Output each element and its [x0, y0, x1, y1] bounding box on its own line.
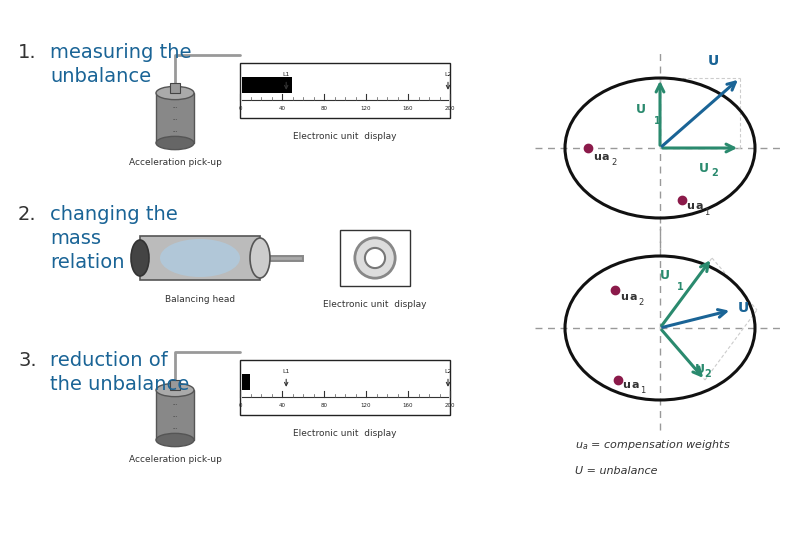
Text: Electronic unit  display: Electronic unit display: [294, 132, 397, 141]
Text: U: U: [660, 269, 670, 282]
Ellipse shape: [131, 240, 149, 276]
Text: 200: 200: [445, 403, 455, 408]
Text: a: a: [629, 292, 637, 302]
Text: U: U: [738, 301, 750, 315]
Text: 40: 40: [278, 106, 286, 111]
Text: 120: 120: [361, 106, 371, 111]
Bar: [242, 77, 292, 93]
Text: 3.: 3.: [18, 351, 37, 370]
Text: u: u: [593, 152, 601, 162]
Text: 2: 2: [704, 369, 710, 379]
Text: Acceleration pick-up: Acceleration pick-up: [129, 455, 222, 464]
Text: Electronic unit  display: Electronic unit display: [323, 300, 426, 309]
Text: U: U: [695, 363, 705, 376]
Text: u: u: [622, 380, 630, 390]
Text: reduction of
the unbalance: reduction of the unbalance: [50, 351, 190, 394]
Text: U: U: [636, 103, 646, 116]
Bar: [240, 63, 450, 118]
Ellipse shape: [156, 86, 194, 100]
Text: ---: ---: [172, 426, 178, 432]
Text: 1: 1: [677, 281, 684, 292]
Text: $u_a$ = compensation weights: $u_a$ = compensation weights: [575, 438, 730, 452]
Text: 2: 2: [711, 168, 718, 178]
Text: U: U: [708, 54, 719, 68]
Text: 80: 80: [321, 106, 327, 111]
Ellipse shape: [156, 383, 194, 397]
Ellipse shape: [355, 238, 395, 278]
Text: L2: L2: [444, 72, 452, 77]
Text: 160: 160: [402, 106, 414, 111]
Bar: [156, 93, 194, 143]
Text: Balancing head: Balancing head: [165, 295, 235, 304]
Text: L1: L1: [282, 369, 290, 374]
Bar: [340, 230, 410, 286]
Text: changing the
mass
relation: changing the mass relation: [50, 205, 178, 272]
Text: 2.: 2.: [18, 205, 37, 224]
Bar: [240, 360, 450, 415]
Text: ---: ---: [172, 130, 178, 134]
Bar: [170, 83, 180, 93]
Ellipse shape: [365, 248, 385, 268]
Text: ---: ---: [172, 106, 178, 110]
Ellipse shape: [160, 239, 240, 277]
Text: 80: 80: [321, 403, 327, 408]
Text: U = unbalance: U = unbalance: [575, 466, 658, 476]
Bar: [156, 390, 194, 440]
Text: u: u: [620, 292, 628, 302]
Text: 120: 120: [361, 403, 371, 408]
Text: 200: 200: [445, 106, 455, 111]
Ellipse shape: [156, 136, 194, 150]
Text: 40: 40: [278, 403, 286, 408]
Text: 160: 160: [402, 403, 414, 408]
Text: ---: ---: [172, 415, 178, 419]
Bar: [140, 236, 260, 280]
Ellipse shape: [156, 433, 194, 447]
Text: 0: 0: [238, 403, 242, 408]
Text: a: a: [602, 152, 610, 162]
Text: 1.: 1.: [18, 43, 37, 62]
Text: 0: 0: [238, 106, 242, 111]
Text: 2: 2: [611, 158, 616, 167]
Text: Acceleration pick-up: Acceleration pick-up: [129, 158, 222, 167]
Text: ---: ---: [172, 117, 178, 123]
Text: 1: 1: [640, 386, 646, 395]
Text: Electronic unit  display: Electronic unit display: [294, 429, 397, 438]
Text: a: a: [631, 380, 638, 390]
Text: ---: ---: [172, 402, 178, 408]
Text: u: u: [686, 201, 694, 211]
Text: U: U: [699, 162, 709, 175]
Text: 1: 1: [654, 116, 661, 125]
Text: 1: 1: [704, 208, 710, 217]
Bar: [242, 374, 250, 390]
Text: 2: 2: [638, 298, 643, 307]
Text: L2: L2: [444, 369, 452, 374]
Ellipse shape: [250, 238, 270, 278]
Text: a: a: [695, 201, 702, 211]
Text: L1: L1: [282, 72, 290, 77]
Bar: [170, 380, 180, 390]
Text: measuring the
unbalance: measuring the unbalance: [50, 43, 191, 86]
